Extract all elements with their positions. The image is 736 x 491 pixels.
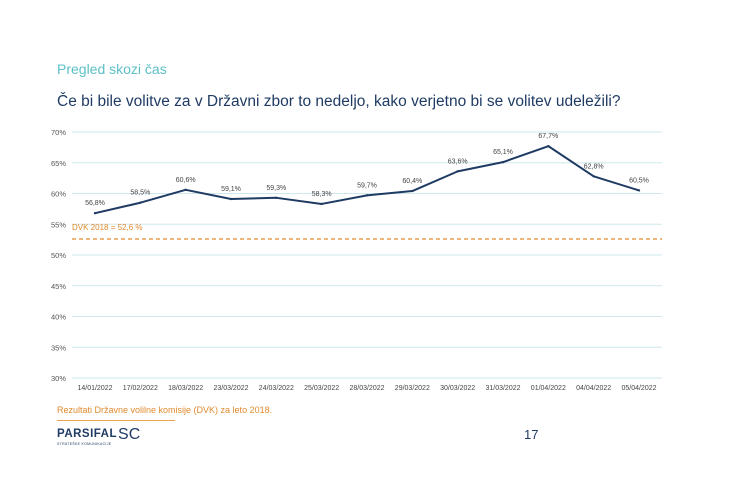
page-number: 17 xyxy=(524,427,539,442)
data-label: 59,1% xyxy=(221,186,241,193)
data-label: 65,1% xyxy=(493,149,513,156)
data-label: 59,3% xyxy=(266,185,286,192)
data-label: 58,3% xyxy=(312,191,332,198)
x-tick-label: 23/03/2022 xyxy=(213,385,248,392)
x-tick-label: 29/03/2022 xyxy=(395,385,430,392)
x-tick-label: 25/03/2022 xyxy=(304,385,339,392)
y-tick-label: 30% xyxy=(51,374,66,383)
logo-sc-text: SC xyxy=(118,426,141,443)
data-point xyxy=(275,196,278,200)
data-point xyxy=(411,189,414,193)
data-point xyxy=(229,197,233,201)
data-label: 63,6% xyxy=(448,158,468,165)
data-point xyxy=(456,170,459,173)
data-label: 60,6% xyxy=(176,177,196,184)
y-tick-label: 50% xyxy=(51,251,66,260)
data-point xyxy=(637,189,641,192)
data-point xyxy=(592,175,595,178)
x-tick-label: 01/04/2022 xyxy=(531,385,566,392)
data-label: 56,8% xyxy=(85,200,105,207)
data-label: 60,5% xyxy=(629,177,649,184)
footnote-divider xyxy=(57,420,175,421)
x-tick-label: 17/02/2022 xyxy=(123,385,158,392)
data-point xyxy=(365,194,369,197)
data-label: 59,7% xyxy=(357,182,377,189)
x-tick-label: 31/03/2022 xyxy=(485,385,520,392)
data-label: 58,5% xyxy=(130,190,150,197)
reference-line-label: DVK 2018 = 52,6 % xyxy=(72,223,143,232)
x-tick-label: 04/04/2022 xyxy=(576,385,611,392)
x-tick-label: 24/03/2022 xyxy=(259,385,294,392)
x-tick-label: 30/03/2022 xyxy=(440,385,475,392)
data-point xyxy=(93,211,97,215)
x-tick-label: 28/03/2022 xyxy=(349,385,384,392)
data-point xyxy=(139,201,142,204)
data-point xyxy=(320,202,323,206)
logo-subtitle: STRATEŠKE KOMUNIKACIJE xyxy=(57,442,112,446)
section-title: Pregled skozi čas xyxy=(57,61,167,77)
x-tick-label: 14/01/2022 xyxy=(77,385,112,392)
y-tick-label: 65% xyxy=(51,159,66,168)
logo-main-text: PARSIFAL xyxy=(57,428,118,440)
data-label: 62,8% xyxy=(584,163,604,170)
y-tick-label: 35% xyxy=(51,343,66,352)
y-tick-label: 55% xyxy=(51,220,66,229)
y-tick-label: 40% xyxy=(51,313,66,322)
parsifal-logo: PARSIFAL SC STRATEŠKE KOMUNIKACIJE xyxy=(57,426,141,447)
data-label: 67,7% xyxy=(538,133,558,140)
x-tick-label: 18/03/2022 xyxy=(168,385,203,392)
data-point xyxy=(501,160,505,164)
data-label: 60,4% xyxy=(402,178,422,185)
y-tick-label: 70% xyxy=(51,128,66,137)
footnote: Rezultati Državne volilne komisije (DVK)… xyxy=(57,405,273,415)
survey-question: Če bi bile volitve za v Državni zbor to … xyxy=(57,93,621,110)
y-tick-label: 60% xyxy=(51,190,66,199)
y-tick-label: 45% xyxy=(51,282,66,291)
data-point xyxy=(547,144,550,148)
data-point xyxy=(184,188,187,192)
x-tick-label: 05/04/2022 xyxy=(621,385,656,392)
